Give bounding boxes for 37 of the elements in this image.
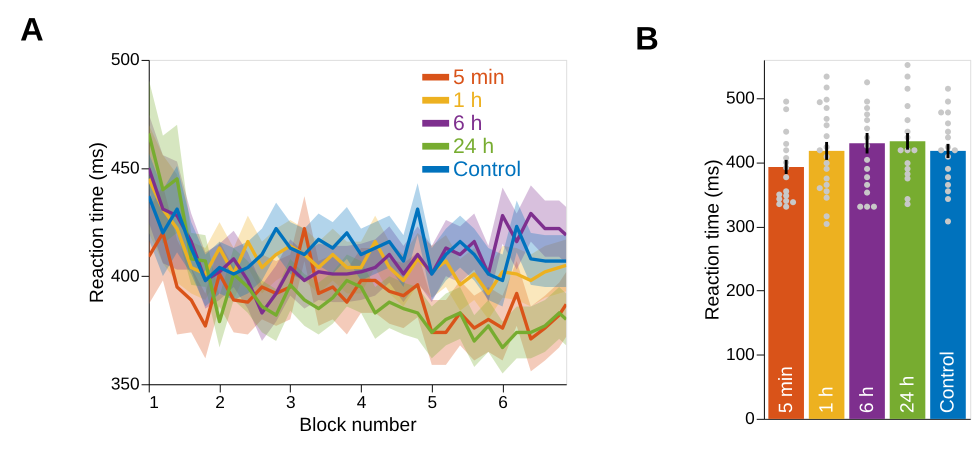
y-tick-label: 400 (110, 265, 140, 286)
category-label: Control (938, 351, 959, 414)
y-tick-label: 500 (110, 49, 140, 70)
legend-label: 6 h (452, 112, 482, 135)
x-tick-label: 4 (356, 392, 367, 412)
y-tick-label: 350 (110, 374, 140, 394)
category-label: 24 h (897, 376, 918, 414)
y-axis-title: Reaction time (ms) (87, 142, 108, 304)
legend-label: 5 min (452, 66, 505, 89)
bar (930, 150, 966, 419)
bar (768, 166, 804, 419)
y-tick-label: 450 (110, 157, 140, 178)
x-tick-label: 1 (149, 392, 159, 412)
category-label: 5 min (776, 366, 797, 414)
line-series (148, 194, 566, 282)
category-label: 6 h (856, 386, 878, 414)
x-tick-label: 6 (498, 392, 508, 412)
category-label: 1 h (816, 386, 838, 414)
y-tick-label: 400 (726, 152, 755, 172)
y-tick-label: 300 (726, 216, 755, 236)
legend-label: Control (452, 158, 522, 182)
legend-label: 24 h (452, 135, 494, 158)
y-tick-label: 500 (726, 88, 755, 108)
bar (808, 150, 844, 419)
chart-title: B (635, 19, 659, 56)
y-tick-label: 0 (745, 408, 755, 428)
chart-title: A (20, 10, 44, 48)
bar (849, 143, 885, 419)
y-axis-title: Reaction time (ms) (702, 159, 724, 320)
bar (890, 141, 926, 419)
x-tick-label: 3 (286, 392, 296, 412)
x-tick-label: 2 (215, 392, 225, 412)
x-axis-title: Block number (299, 414, 418, 436)
legend-label: 1 h (452, 88, 482, 112)
y-tick-label: 100 (726, 344, 755, 364)
y-tick-label: 200 (726, 280, 755, 300)
x-tick-label: 5 (427, 392, 438, 412)
